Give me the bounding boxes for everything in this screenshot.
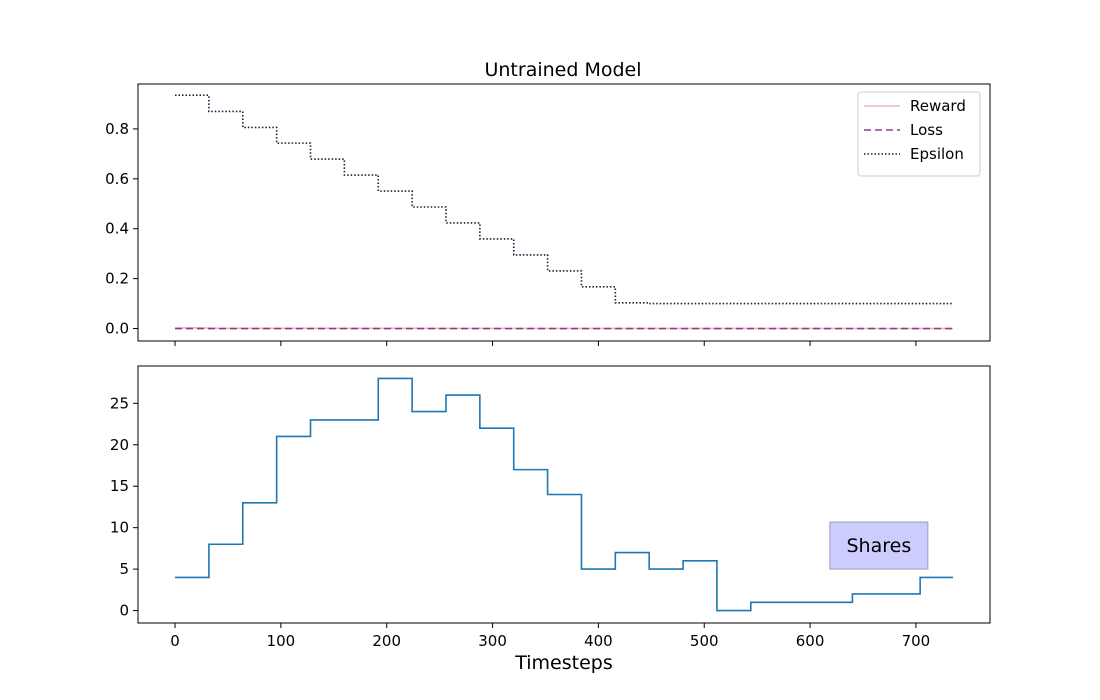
x-tick-label: 700 <box>902 632 931 650</box>
y-tick-label: 0.6 <box>105 170 129 188</box>
y-tick-label: 0.2 <box>105 270 129 288</box>
x-tick-label: 100 <box>267 632 296 650</box>
shares-annotation-text: Shares <box>847 535 912 557</box>
legend-box <box>857 91 981 177</box>
x-tick-label: 600 <box>796 632 825 650</box>
legend-label: Epsilon <box>910 145 964 163</box>
top-plot-frame <box>137 83 991 342</box>
x-tick-label: 300 <box>478 632 507 650</box>
bottom-plot-series <box>175 377 953 612</box>
x-tick-label: 0 <box>170 632 180 650</box>
chart-title: Untrained Model <box>484 59 641 81</box>
legend-label: Loss <box>910 121 943 139</box>
y-tick-label: 5 <box>119 560 129 578</box>
y-tick-label: 0 <box>119 602 129 620</box>
x-tick-label: 200 <box>372 632 401 650</box>
top-plot: Untrained Model 0.0 0.2 0.4 0.6 0.8 Reward Lo… <box>105 59 991 346</box>
x-tick-label: 400 <box>584 632 613 650</box>
top-plot-series <box>175 94 953 330</box>
shares-annotation: Shares <box>829 521 929 570</box>
y-tick-label: 10 <box>110 519 129 537</box>
y-tick-label: 0.0 <box>105 320 129 338</box>
bottom-plot-frame <box>137 365 991 624</box>
bottom-plot-ticks: 0 100 200 300 400 500 600 700 0 5 10 15 20 25 <box>110 394 930 650</box>
top-plot-ticks: 0.0 0.2 0.4 0.6 0.8 <box>105 120 917 346</box>
y-tick-label: 0.4 <box>105 220 129 238</box>
y-tick-label: 20 <box>110 436 129 454</box>
shares-annotation-box <box>829 521 929 570</box>
legend: Reward Loss Epsilon <box>857 91 981 177</box>
x-axis-label: Timesteps <box>514 652 613 674</box>
shares-line <box>175 377 953 612</box>
x-tick-label: 500 <box>690 632 719 650</box>
legend-label: Reward <box>910 97 966 115</box>
y-tick-label: 0.8 <box>105 120 129 138</box>
y-tick-label: 15 <box>110 477 129 495</box>
epsilon-line <box>175 94 953 305</box>
y-tick-label: 25 <box>110 394 129 412</box>
